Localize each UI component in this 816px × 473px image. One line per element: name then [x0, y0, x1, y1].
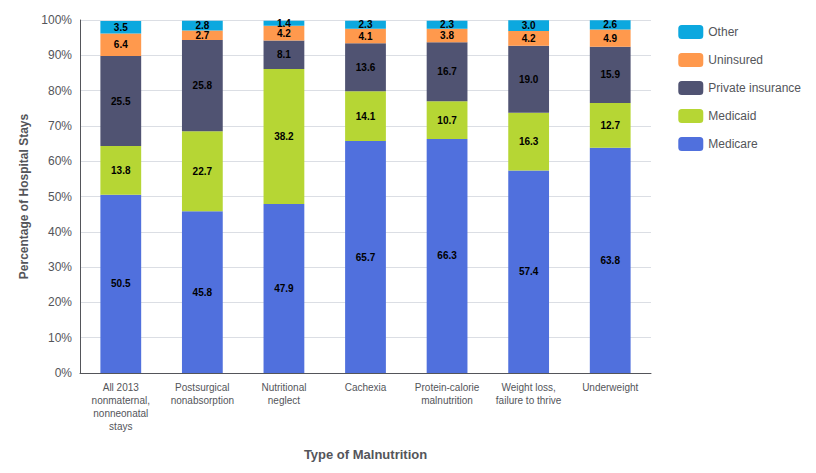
svg-text:19.0: 19.0	[519, 74, 539, 85]
svg-text:80%: 80%	[48, 84, 72, 98]
svg-text:20%: 20%	[48, 295, 72, 309]
svg-text:Protein-calorie: Protein-calorie	[415, 382, 480, 393]
svg-text:2.3: 2.3	[359, 19, 373, 30]
svg-text:10.7: 10.7	[437, 115, 457, 126]
svg-text:Uninsured: Uninsured	[708, 53, 763, 67]
svg-text:malnutrition: malnutrition	[421, 395, 473, 406]
svg-text:25.8: 25.8	[193, 80, 213, 91]
svg-text:4.1: 4.1	[359, 31, 373, 42]
svg-text:25.5: 25.5	[111, 96, 131, 107]
svg-text:40%: 40%	[48, 225, 72, 239]
svg-text:13.6: 13.6	[356, 62, 376, 73]
svg-text:14.1: 14.1	[356, 111, 376, 122]
svg-text:Medicaid: Medicaid	[708, 109, 756, 123]
svg-text:22.7: 22.7	[193, 166, 213, 177]
svg-text:3.5: 3.5	[114, 22, 128, 33]
svg-text:Medicare: Medicare	[708, 137, 758, 151]
svg-text:4.2: 4.2	[522, 33, 536, 44]
svg-text:Postsurgical: Postsurgical	[175, 382, 229, 393]
svg-text:65.7: 65.7	[356, 252, 376, 263]
svg-text:63.8: 63.8	[600, 255, 620, 266]
svg-text:0%: 0%	[55, 366, 73, 380]
svg-text:6.4: 6.4	[114, 39, 128, 50]
svg-text:16.7: 16.7	[437, 66, 457, 77]
svg-text:47.9: 47.9	[274, 283, 294, 294]
svg-text:1.4: 1.4	[277, 18, 291, 29]
svg-text:3.0: 3.0	[522, 20, 536, 31]
svg-text:Private insurance: Private insurance	[708, 81, 801, 95]
svg-text:3.8: 3.8	[440, 30, 454, 41]
svg-text:30%: 30%	[48, 260, 72, 274]
svg-text:Weight loss,: Weight loss,	[501, 382, 555, 393]
svg-text:8.1: 8.1	[277, 49, 291, 60]
svg-text:90%: 90%	[48, 48, 72, 62]
svg-text:4.9: 4.9	[603, 33, 617, 44]
svg-text:2.6: 2.6	[603, 19, 617, 30]
svg-text:Nutritional: Nutritional	[261, 382, 306, 393]
svg-text:15.9: 15.9	[600, 69, 620, 80]
svg-text:Type of Malnutrition: Type of Malnutrition	[304, 447, 427, 462]
svg-text:2.8: 2.8	[195, 20, 209, 31]
svg-text:16.3: 16.3	[519, 136, 539, 147]
svg-text:60%: 60%	[48, 154, 72, 168]
svg-text:2.3: 2.3	[440, 19, 454, 30]
svg-text:38.2: 38.2	[274, 131, 294, 142]
svg-text:50%: 50%	[48, 190, 72, 204]
svg-text:Underweight: Underweight	[582, 382, 638, 393]
svg-text:nonmaternal,: nonmaternal,	[92, 395, 150, 406]
svg-text:2.7: 2.7	[195, 30, 209, 41]
svg-text:failure to thrive: failure to thrive	[496, 395, 562, 406]
svg-text:4.2: 4.2	[277, 28, 291, 39]
svg-text:57.4: 57.4	[519, 266, 539, 277]
svg-text:13.8: 13.8	[111, 165, 131, 176]
svg-text:100%: 100%	[41, 13, 72, 27]
svg-text:10%: 10%	[48, 331, 72, 345]
svg-text:66.3: 66.3	[437, 250, 457, 261]
svg-text:12.7: 12.7	[600, 120, 620, 131]
svg-text:neglect: neglect	[268, 395, 300, 406]
svg-text:50.5: 50.5	[111, 278, 131, 289]
svg-text:Other: Other	[708, 25, 738, 39]
svg-text:All 2013: All 2013	[103, 382, 140, 393]
svg-text:Cachexia: Cachexia	[345, 382, 387, 393]
svg-text:45.8: 45.8	[193, 287, 213, 298]
svg-text:70%: 70%	[48, 119, 72, 133]
svg-text:Percentage of Hospital Stays: Percentage of Hospital Stays	[17, 113, 31, 279]
svg-text:nonneonatal: nonneonatal	[93, 408, 148, 419]
svg-text:stays: stays	[109, 421, 132, 432]
svg-text:nonabsorption: nonabsorption	[171, 395, 234, 406]
